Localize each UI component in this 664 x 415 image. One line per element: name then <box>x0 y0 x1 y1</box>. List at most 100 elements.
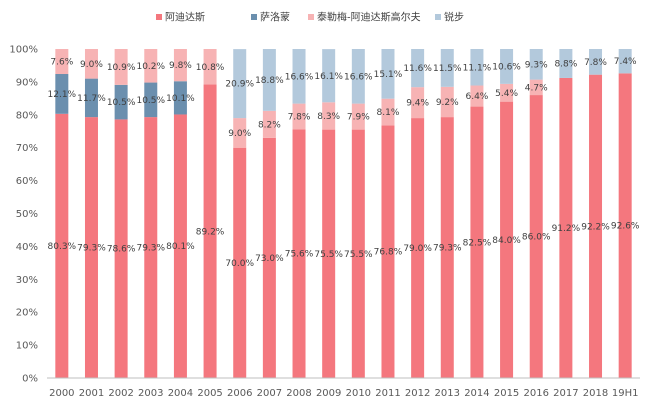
bar-segment <box>322 102 336 130</box>
data-label: 10.6% <box>492 62 521 72</box>
data-label: 7.6% <box>50 58 73 68</box>
data-labels: 80.3%12.1%7.6%79.3%11.7%9.0%78.6%10.5%10… <box>48 57 640 269</box>
bar-segment <box>144 49 158 83</box>
data-label: 76.8% <box>374 248 403 258</box>
data-label: 10.9% <box>107 63 136 73</box>
x-tick-label: 2007 <box>257 388 282 399</box>
bar-segment <box>233 49 247 119</box>
data-label: 80.1% <box>166 242 195 252</box>
data-label: 89.2% <box>196 227 225 237</box>
bar-segment <box>292 129 306 378</box>
x-tick-label: 2011 <box>375 388 400 399</box>
legend-swatch <box>308 14 314 20</box>
data-label: 84.0% <box>492 236 521 246</box>
data-label: 7.9% <box>347 113 370 123</box>
x-tick-label: 19H1 <box>612 388 639 399</box>
data-label: 16.1% <box>314 72 343 82</box>
bar-segment <box>381 98 395 126</box>
data-label: 9.0% <box>228 129 251 139</box>
data-label: 7.8% <box>288 112 311 122</box>
x-tick-label: 2000 <box>49 388 74 399</box>
data-label: 92.6% <box>611 222 640 232</box>
data-label: 80.3% <box>48 242 77 252</box>
bar-segment <box>55 74 69 114</box>
data-label: 79.0% <box>403 244 432 254</box>
bar-segment <box>262 49 276 111</box>
legend-label: 锐步 <box>444 11 464 24</box>
bar-segment <box>440 86 454 118</box>
x-tick-label: 2009 <box>316 388 341 399</box>
bar-segment <box>381 125 395 378</box>
legend-label: 阿迪达斯 <box>165 11 205 24</box>
x-tick-label: 2005 <box>197 388 222 399</box>
x-tick-label: 2014 <box>464 388 489 399</box>
bar-segment <box>84 117 98 378</box>
data-label: 8.2% <box>258 120 281 130</box>
data-label: 5.4% <box>495 89 518 99</box>
x-tick-label: 2012 <box>405 388 430 399</box>
data-label: 8.3% <box>317 112 340 122</box>
y-tick-label: 90% <box>16 77 38 88</box>
legend-label: 萨洛蒙 <box>260 11 290 24</box>
y-tick-label: 20% <box>16 308 38 319</box>
data-label: 75.5% <box>344 250 373 260</box>
bar-segment <box>55 49 69 75</box>
data-label: 75.6% <box>285 250 314 260</box>
bar-segment <box>203 84 217 379</box>
x-tick-label: 2004 <box>168 388 193 399</box>
bar-segment <box>440 49 454 87</box>
bar-segment <box>411 49 425 88</box>
bar-segment <box>381 49 395 99</box>
data-label: 10.5% <box>107 98 136 108</box>
data-label: 18.8% <box>255 76 284 86</box>
bar-segment <box>144 117 158 378</box>
x-tick-label: 2018 <box>583 388 608 399</box>
bar-segment <box>203 49 217 85</box>
y-tick-label: 60% <box>16 176 38 187</box>
bar-segment <box>233 147 247 378</box>
bar-segment <box>411 118 425 378</box>
data-label: 15.1% <box>374 70 403 80</box>
data-label: 8.1% <box>377 108 400 118</box>
data-label: 10.5% <box>136 96 165 106</box>
bar-segment <box>173 114 187 378</box>
bar-segment <box>589 74 603 379</box>
data-label: 10.1% <box>166 94 195 104</box>
data-label: 8.8% <box>554 59 577 69</box>
bar-segment <box>114 49 128 85</box>
bar-segment <box>411 87 425 119</box>
bars <box>55 49 632 379</box>
bar-segment <box>618 73 632 378</box>
data-label: 16.6% <box>285 72 314 82</box>
data-label: 11.1% <box>463 63 492 73</box>
bar-segment <box>173 81 187 115</box>
bar-segment <box>144 82 158 118</box>
data-label: 11.7% <box>77 94 106 104</box>
data-label: 20.9% <box>225 80 254 90</box>
legend: 阿迪达斯 萨洛蒙 泰勒梅-阿迪达斯高尔夫 锐步 <box>156 11 464 24</box>
data-label: 73.0% <box>255 254 284 264</box>
legend-swatch <box>156 14 162 20</box>
x-tick-label: 2006 <box>227 388 252 399</box>
data-label: 10.8% <box>196 63 225 73</box>
data-label: 79.3% <box>136 244 165 254</box>
y-tick-label: 30% <box>16 275 38 286</box>
data-label: 9.3% <box>525 60 548 70</box>
data-label: 78.6% <box>107 245 136 255</box>
bar-segment <box>618 49 632 74</box>
bar-segment <box>322 49 336 103</box>
data-label: 9.2% <box>436 98 459 108</box>
bar-segment <box>351 103 365 130</box>
data-label: 16.6% <box>344 72 373 82</box>
x-tick-label: 2002 <box>108 388 133 399</box>
data-label: 4.7% <box>525 83 548 93</box>
data-label: 7.4% <box>614 57 637 67</box>
bar-segment <box>500 101 514 378</box>
x-tick-label: 2016 <box>523 388 548 399</box>
data-label: 79.3% <box>433 244 462 254</box>
bar-segment <box>55 113 69 379</box>
y-tick-label: 0% <box>22 374 38 385</box>
bar-segment <box>262 110 276 138</box>
x-tick-label: 2003 <box>138 388 163 399</box>
data-label: 92.2% <box>581 222 610 232</box>
